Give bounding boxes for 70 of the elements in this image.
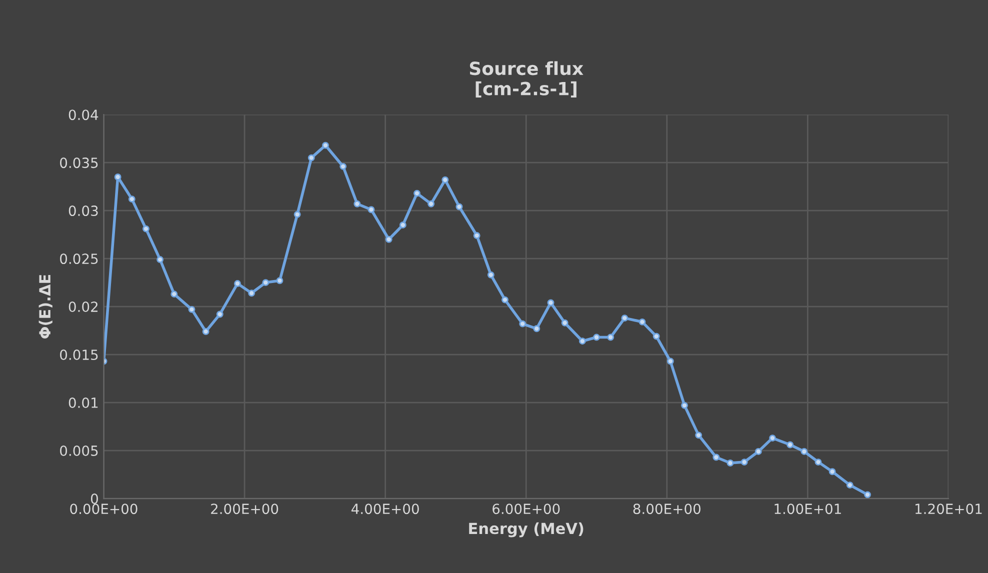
point xyxy=(276,277,284,284)
point xyxy=(740,458,748,466)
y-tick-label: 0 xyxy=(90,493,98,504)
point xyxy=(487,271,494,278)
y-tick-label: 0.035 xyxy=(60,158,98,168)
point xyxy=(561,319,568,326)
point xyxy=(456,203,463,210)
point xyxy=(202,328,210,335)
point xyxy=(519,320,526,328)
point xyxy=(712,454,720,461)
point xyxy=(308,154,315,162)
point xyxy=(128,196,136,203)
point xyxy=(814,458,822,466)
chart-title: Source flux [cm-2.s-1] xyxy=(470,61,584,98)
x-tick-label: 1.00E+01 xyxy=(774,504,841,514)
x-tick-label: 8.00E+00 xyxy=(633,504,700,514)
x-tick-label: 2.00E+00 xyxy=(211,504,278,514)
point xyxy=(652,332,660,340)
point xyxy=(695,432,702,439)
point xyxy=(294,210,301,218)
point xyxy=(414,190,420,197)
point xyxy=(216,310,224,318)
point xyxy=(578,338,586,345)
point xyxy=(786,441,794,448)
point xyxy=(188,306,196,313)
point xyxy=(533,325,540,332)
point xyxy=(754,448,762,455)
point xyxy=(156,256,164,263)
point xyxy=(262,279,270,286)
point xyxy=(621,314,628,322)
point xyxy=(234,280,241,287)
point xyxy=(593,334,600,341)
y-tick-label: 0.04 xyxy=(68,110,98,120)
x-tick-label: 6.00E+00 xyxy=(492,504,560,514)
point xyxy=(170,290,178,298)
x-tick-label: 1.20E+01 xyxy=(916,504,982,514)
point xyxy=(547,299,554,306)
x-tick-label: 0.00E+00 xyxy=(70,504,138,514)
point xyxy=(666,358,674,365)
point xyxy=(769,434,776,442)
y-tick-label: 0.02 xyxy=(68,302,98,312)
point xyxy=(142,225,150,232)
point xyxy=(322,142,329,149)
point xyxy=(399,222,406,228)
point xyxy=(428,200,435,208)
point xyxy=(681,402,688,409)
point xyxy=(800,448,808,455)
point xyxy=(368,206,375,214)
point xyxy=(248,290,256,297)
y-tick-label: 0.015 xyxy=(60,350,98,360)
x-tick-label: 4.00E+00 xyxy=(351,504,419,514)
point xyxy=(864,491,871,498)
point xyxy=(726,460,734,466)
point xyxy=(442,176,449,184)
point xyxy=(354,200,361,208)
y-tick-label: 0.005 xyxy=(60,445,98,456)
y-tick-label: 0.01 xyxy=(68,398,98,408)
point xyxy=(846,482,854,489)
point xyxy=(340,162,347,170)
y-axis-title: Φ(E).ΔE xyxy=(38,274,52,339)
point xyxy=(828,468,836,476)
point xyxy=(607,334,614,341)
point xyxy=(638,318,646,326)
point xyxy=(473,232,480,240)
point xyxy=(385,236,392,243)
point xyxy=(114,174,122,180)
x-axis-title: Energy (MeV) xyxy=(469,522,584,538)
y-tick-label: 0.025 xyxy=(60,254,98,264)
y-tick-label: 0.03 xyxy=(68,206,98,216)
point xyxy=(502,296,508,304)
